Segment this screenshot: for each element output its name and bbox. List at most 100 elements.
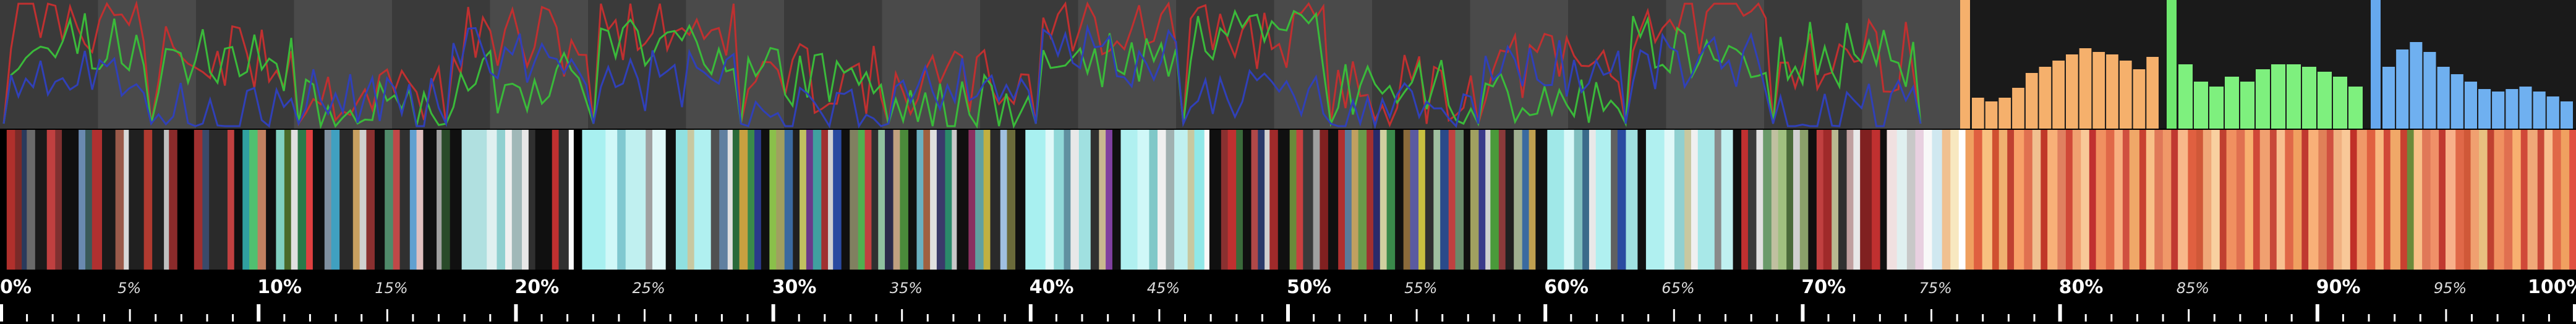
strip-segment [2308,130,2319,270]
strip-segment [284,130,292,270]
strip-segment [143,130,153,270]
orange-histogram-bar [2146,57,2159,129]
strip-segment [2445,130,2456,270]
strip-segment [1078,130,1091,270]
ruler-major-tick [2573,304,2576,322]
ruler-minor-tick [824,314,826,322]
strip-segment [568,130,574,270]
strip-segment [339,130,354,270]
strip-segment [748,130,755,270]
strip-segment [1756,130,1764,270]
strip-segment [858,130,866,270]
color-barcode-strip[interactable] [0,130,2576,270]
ruler-minor-tick [720,314,723,322]
ruler-minor-tick [2342,314,2344,322]
strip-segment [1547,130,1564,270]
ruler-minor-tick [669,314,672,322]
strip-segment [2146,130,2155,270]
red-channel-trace [2,0,1922,128]
ruler-minor-tick [335,314,337,322]
ruler-major-label: 10% [257,276,302,298]
strip-segment [1328,130,1339,270]
ruler-minor-tick [2162,314,2164,322]
strip-segment [1455,130,1464,270]
ruler-minor-tick [129,309,131,322]
strip-segment [1823,130,1832,270]
green-histogram-marker [2167,0,2177,129]
strip-segment [1007,130,1016,270]
strip-segment [15,130,22,270]
orange-histogram-bar [1998,98,2011,129]
ruler-major-label: 80% [2058,276,2104,298]
strip-segment [1221,130,1229,270]
strip-segment [2259,130,2271,270]
strip-segment [385,130,394,270]
ruler-major-label: 50% [1287,276,1331,298]
ruler-minor-label: 55% [1404,279,1438,297]
strip-segment [85,130,93,270]
strip-segment [1149,130,1158,270]
ruler-major-tick [1286,304,1290,322]
color-channel-trace-chart [2,0,1922,129]
strip-segment [732,130,740,270]
strip-segment [1564,130,1575,270]
green-channel-trace [2,9,1922,129]
ruler-minor-tick [1647,314,1650,322]
ruler-minor-tick [1338,314,1341,322]
ruler-minor-tick [2522,314,2525,322]
strip-segment [1522,130,1530,270]
strip-segment [1733,130,1742,270]
green-histogram-bar [2240,82,2254,129]
orange-histogram-bar [2039,67,2052,129]
strip-segment [1418,130,1426,270]
orange-histogram-bar [2066,54,2078,129]
strip-segment [92,130,103,270]
strip-segment [306,130,313,270]
orange-histogram-bar [2106,54,2118,129]
strip-segment [2072,130,2081,270]
ruler-minor-tick [695,314,697,322]
strip-segment [297,130,307,270]
ruler-minor-tick [1390,314,1392,322]
percent-ruler[interactable] [0,270,2576,322]
orange-histogram-bar [2052,61,2065,129]
ruler-minor-tick [1699,314,1701,322]
ruler-minor-tick [180,314,182,322]
strip-segment [806,130,814,270]
strip-segment [1846,130,1854,270]
green-histogram-bar [2287,64,2301,129]
strip-segment [1982,130,1993,270]
strip-segment [558,130,569,270]
strip-segment [2527,130,2538,270]
strip-segment [374,130,385,270]
ruler-minor-tick [1570,314,1572,322]
strip-segment [2122,130,2130,270]
blue-histogram-bar [2464,82,2477,129]
strip-segment [1313,130,1320,270]
trace-band [1372,0,1471,129]
strip-segment [1187,130,1195,270]
strip-segment [46,130,56,270]
ruler-minor-tick [1055,314,1057,322]
ruler-major-label: 20% [514,276,560,298]
strip-segment [2375,130,2384,270]
strip-segment [812,130,822,270]
strip-segment [2350,130,2358,270]
strip-segment [27,130,36,270]
strip-segment [1194,130,1205,270]
strip-segment [1645,130,1665,270]
strip-segment [1664,130,1675,270]
strip-segment [900,130,909,270]
strip-segment [202,130,210,270]
strip-segment [102,130,116,270]
ruler-major-label: 100% [2528,276,2576,298]
strip-segment [2032,130,2041,270]
strip-segment [2504,130,2513,270]
strip-segment [115,130,124,270]
ruler-major-label: 60% [1544,276,1589,298]
strip-segment [1236,130,1243,270]
strip-segment [582,130,606,270]
strip-segment [152,130,164,270]
ruler-minor-label: 65% [1661,279,1695,297]
trace-panel-background [0,0,1960,129]
